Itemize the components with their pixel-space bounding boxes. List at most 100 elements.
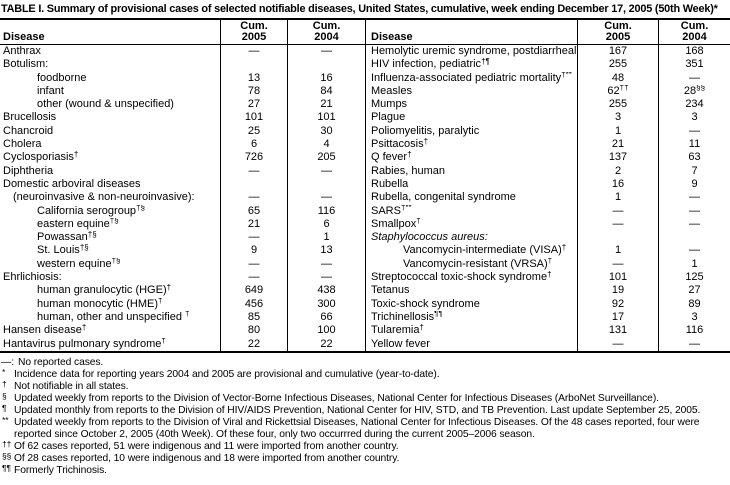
- value-cell: 17: [577, 310, 658, 325]
- footnote-marker: †: [2, 379, 7, 390]
- value-cell: —: [658, 191, 730, 205]
- footnote-text: Updated weekly from reports to the Divis…: [14, 392, 659, 404]
- table-title: TABLE I. Summary of provisional cases of…: [1, 3, 718, 15]
- value-cell: 1: [287, 231, 365, 245]
- disease-cell: California serogroup†§: [37, 204, 145, 217]
- value-cell: 21: [577, 138, 658, 152]
- value-cell: 30: [287, 124, 365, 139]
- value-cell: 13: [220, 71, 287, 85]
- column-header-disease-right: Disease: [365, 20, 577, 44]
- value-cell: 1: [658, 257, 730, 272]
- disease-cell: Yellow fever: [365, 337, 577, 351]
- footnote-marker: *: [2, 367, 6, 378]
- value-cell: 131: [577, 324, 658, 338]
- value-cell: 78: [220, 84, 287, 99]
- disease-cell: Hemolytic uremic syndrome, postdiarrheal…: [365, 45, 577, 59]
- disease-cell: Streptococcal toxic-shock syndrome†: [365, 271, 577, 285]
- cum-label: Cum.: [604, 19, 632, 32]
- value-cell: 116: [287, 204, 365, 218]
- value-cell: 27: [658, 284, 730, 298]
- footnote: ¶¶ Formerly Trichinosis.: [1, 463, 730, 477]
- value-cell: 167: [577, 45, 658, 59]
- value-cell: —: [287, 164, 365, 178]
- year-label: 2005: [605, 31, 631, 43]
- table-header-row: Disease Cum. 2005 Cum. 2004 Disease Cum.…: [0, 20, 730, 45]
- disease-cell: Domestic arboviral diseases: [3, 177, 141, 190]
- value-cell: 9: [220, 244, 287, 258]
- disease-cell: Rabies, human: [365, 164, 577, 178]
- value-cell: —: [287, 257, 365, 272]
- value-cell: —: [287, 191, 365, 205]
- disease-cell: western equine†§: [37, 257, 121, 270]
- disease-cell: Hantavirus pulmonary syndrome†: [3, 337, 166, 350]
- footnote-marker: §: [2, 391, 7, 402]
- footnote: ** Updated weekly from reports to the Div…: [1, 415, 730, 441]
- value-cell: —: [658, 71, 730, 85]
- value-cell: 9: [658, 177, 730, 192]
- value-cell: 63: [658, 151, 730, 165]
- disease-cell: Rubella: [365, 177, 577, 192]
- value-cell: —: [220, 257, 287, 272]
- disease-cell: Influenza-associated pediatric mortality…: [365, 71, 577, 85]
- value-cell: 101: [220, 111, 287, 125]
- value-cell: [287, 58, 365, 72]
- value-cell: 22: [220, 337, 287, 351]
- value-cell: —: [220, 191, 287, 205]
- disease-cell: infant: [37, 84, 64, 97]
- footnote-marker: §§: [2, 451, 12, 462]
- value-cell: 92: [577, 297, 658, 311]
- disease-cell: Vancomycin-resistant (VRSA)†: [365, 257, 577, 272]
- value-cell: 84: [287, 84, 365, 99]
- disease-cell: Measles: [365, 84, 577, 99]
- value-cell: 168: [658, 45, 730, 59]
- disease-cell: HIV infection, pediatric†¶: [365, 58, 577, 72]
- disease-cell: human granulocytic (HGE)†: [37, 284, 172, 297]
- value-cell: 89: [658, 297, 730, 311]
- disease-cell: Mumps: [365, 98, 577, 112]
- cum-label: Cum.: [680, 19, 709, 32]
- value-cell: 255: [577, 98, 658, 112]
- disease-cell: Anthrax: [3, 45, 41, 57]
- disease-cell: foodborne: [37, 71, 87, 84]
- value-cell: —: [658, 124, 730, 139]
- footnote-text: Not notifiable in all states.: [14, 380, 129, 392]
- disease-cell: Cholera: [3, 138, 42, 151]
- disease-cell: Cyclosporiasis†: [3, 151, 79, 164]
- value-cell: 13: [287, 244, 365, 258]
- value-cell: —: [658, 244, 730, 258]
- column-header-cum-2005-left: Cum. 2005: [220, 20, 287, 44]
- cum-label: Cum.: [240, 19, 268, 32]
- value-cell: 101: [577, 271, 658, 285]
- footnote: ¶ Updated monthly from reports to the Div…: [1, 403, 730, 417]
- year-label: 2004: [682, 31, 707, 43]
- value-cell: 649: [220, 284, 287, 298]
- footnote-text: Of 28 cases reported, 10 were indigenous…: [14, 452, 400, 464]
- diseases-table: Disease Cum. 2005 Cum. 2004 Disease Cum.…: [0, 18, 730, 353]
- value-cell: —: [658, 217, 730, 232]
- value-cell: 351: [658, 58, 730, 72]
- value-cell: [577, 231, 658, 245]
- footnote-text: Formerly Trichinosis.: [14, 464, 107, 476]
- value-cell: [658, 231, 730, 245]
- disease-cell: Poliomyelitis, paralytic: [365, 124, 577, 139]
- value-cell: 28§§: [658, 84, 730, 99]
- footnote: § Updated weekly from reports to the Divi…: [1, 391, 730, 405]
- value-cell: 65: [220, 204, 287, 218]
- disease-cell: Botulism:: [3, 58, 49, 71]
- disease-cell: Rubella, congenital syndrome: [365, 191, 577, 205]
- value-cell: 4: [287, 138, 365, 152]
- value-cell: 66: [287, 310, 365, 325]
- column-header-cum-2005-right: Cum. 2005: [577, 20, 658, 44]
- value-cell: 255: [577, 58, 658, 72]
- value-cell: [220, 58, 287, 72]
- value-cell: —: [577, 204, 658, 218]
- footnote-marker: ¶: [2, 403, 7, 414]
- value-cell: —: [220, 271, 287, 285]
- value-cell: 137: [577, 151, 658, 165]
- value-cell: —: [577, 217, 658, 232]
- table-body: Anthrax — — Hemolytic uremic syndrome, post…: [0, 45, 730, 351]
- value-cell: 726: [220, 151, 287, 165]
- column-header-cum-2004-left: Cum. 2004: [287, 20, 365, 44]
- footnote: * Incidence data for reporting years 2004…: [1, 367, 730, 381]
- footnote-text: Updated weekly from reports to the Divis…: [14, 416, 700, 440]
